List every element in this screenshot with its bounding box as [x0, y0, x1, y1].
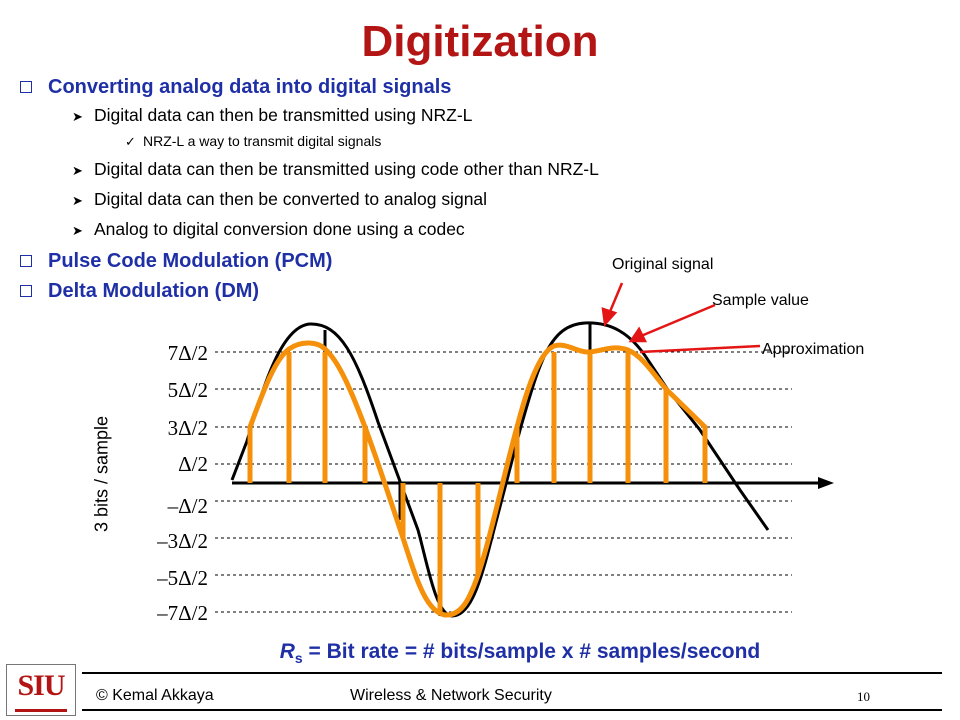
- bullet-nrzl-desc: ✓ NRZ-L a way to transmit digital signals: [125, 131, 381, 152]
- bullet-text: Digital data can then be transmitted usi…: [94, 159, 599, 179]
- bullet-other-code: ➤ Digital data can then be transmitted us…: [72, 157, 599, 183]
- level-label-m5d2: –5Δ/2: [157, 566, 208, 590]
- level-label-7d2: 7Δ/2: [167, 341, 208, 365]
- bullet-dm: Delta Modulation (DM): [20, 278, 259, 304]
- annotation-original-signal: Original signal: [612, 256, 714, 273]
- arrow-sample-value: [640, 303, 716, 338]
- arrow-bullet-icon: ➤: [72, 109, 83, 124]
- footer-rule-bottom: [82, 709, 942, 711]
- level-label-3d2: 3Δ/2: [167, 416, 208, 440]
- level-label-1d2: Δ/2: [178, 452, 208, 476]
- formula-symbol: R: [279, 640, 295, 663]
- formula-text: = Bit rate = # bits/sample x # samples/s…: [302, 640, 761, 663]
- checkmark-icon: ✓: [125, 134, 136, 149]
- square-bullet-icon: [20, 285, 32, 297]
- annotation-approximation: Approximation: [762, 341, 865, 358]
- level-label-m7d2: –7Δ/2: [157, 601, 208, 625]
- quantized-samples: [247, 352, 708, 612]
- time-axis-arrowhead: [818, 477, 834, 489]
- bullet-text: NRZ-L a way to transmit digital signals: [143, 133, 382, 149]
- pointer-arrows: [601, 282, 761, 354]
- arrow-bullet-icon: ➤: [72, 163, 83, 178]
- footer-author: © Kemal Akkaya: [96, 687, 214, 704]
- approximation-curve: [247, 340, 708, 618]
- bits-per-sample-label: 3 bits / sample: [91, 415, 112, 533]
- bullet-text: Pulse Code Modulation (PCM): [48, 250, 333, 272]
- arrowhead-original-signal: [601, 307, 618, 327]
- original-signal-curve: [230, 321, 770, 618]
- level-label-m3d2: –3Δ/2: [157, 529, 208, 553]
- logo-text: SIU: [17, 669, 65, 702]
- arrow-bullet-icon: ➤: [72, 223, 83, 238]
- arrow-approximation: [639, 344, 761, 354]
- annotation-sample-value: Sample value: [712, 292, 809, 309]
- bullet-nrzl: ➤ Digital data can then be transmitted us…: [72, 103, 472, 129]
- bullet-analog: ➤ Digital data can then be converted to a…: [72, 187, 487, 213]
- footer-rule-top: [82, 672, 942, 674]
- bullet-text: Digital data can then be transmitted usi…: [94, 105, 473, 125]
- bullet-converting: Converting analog data into digital sign…: [20, 74, 451, 100]
- arrowhead-sample-value: [628, 326, 648, 343]
- arrow-original-signal: [607, 282, 624, 315]
- bullet-pcm: Pulse Code Modulation (PCM): [20, 248, 332, 274]
- page-number: 10: [857, 689, 870, 704]
- level-label-5d2: 5Δ/2: [167, 378, 208, 402]
- arrow-bullet-icon: ➤: [72, 193, 83, 208]
- logo-bar: [15, 709, 67, 712]
- bullet-text: Analog to digital conversion done using …: [94, 219, 465, 239]
- square-bullet-icon: [20, 255, 32, 267]
- footer-course: Wireless & Network Security: [350, 687, 552, 704]
- bullet-text: Digital data can then be converted to an…: [94, 189, 488, 209]
- formula-subscript: s: [294, 650, 303, 667]
- bullet-codec: ➤ Analog to digital conversion done using…: [72, 217, 465, 243]
- bullet-text: Converting analog data into digital sign…: [48, 76, 452, 98]
- slide-title: Digitization: [361, 17, 599, 66]
- bit-rate-formula: Rs = Bit rate = # bits/sample x # sample…: [0, 640, 960, 666]
- level-label-m1d2: –Δ/2: [167, 494, 208, 518]
- square-bullet-icon: [20, 81, 32, 93]
- siu-logo: SIU: [6, 664, 76, 716]
- bullet-text: Delta Modulation (DM): [48, 280, 260, 302]
